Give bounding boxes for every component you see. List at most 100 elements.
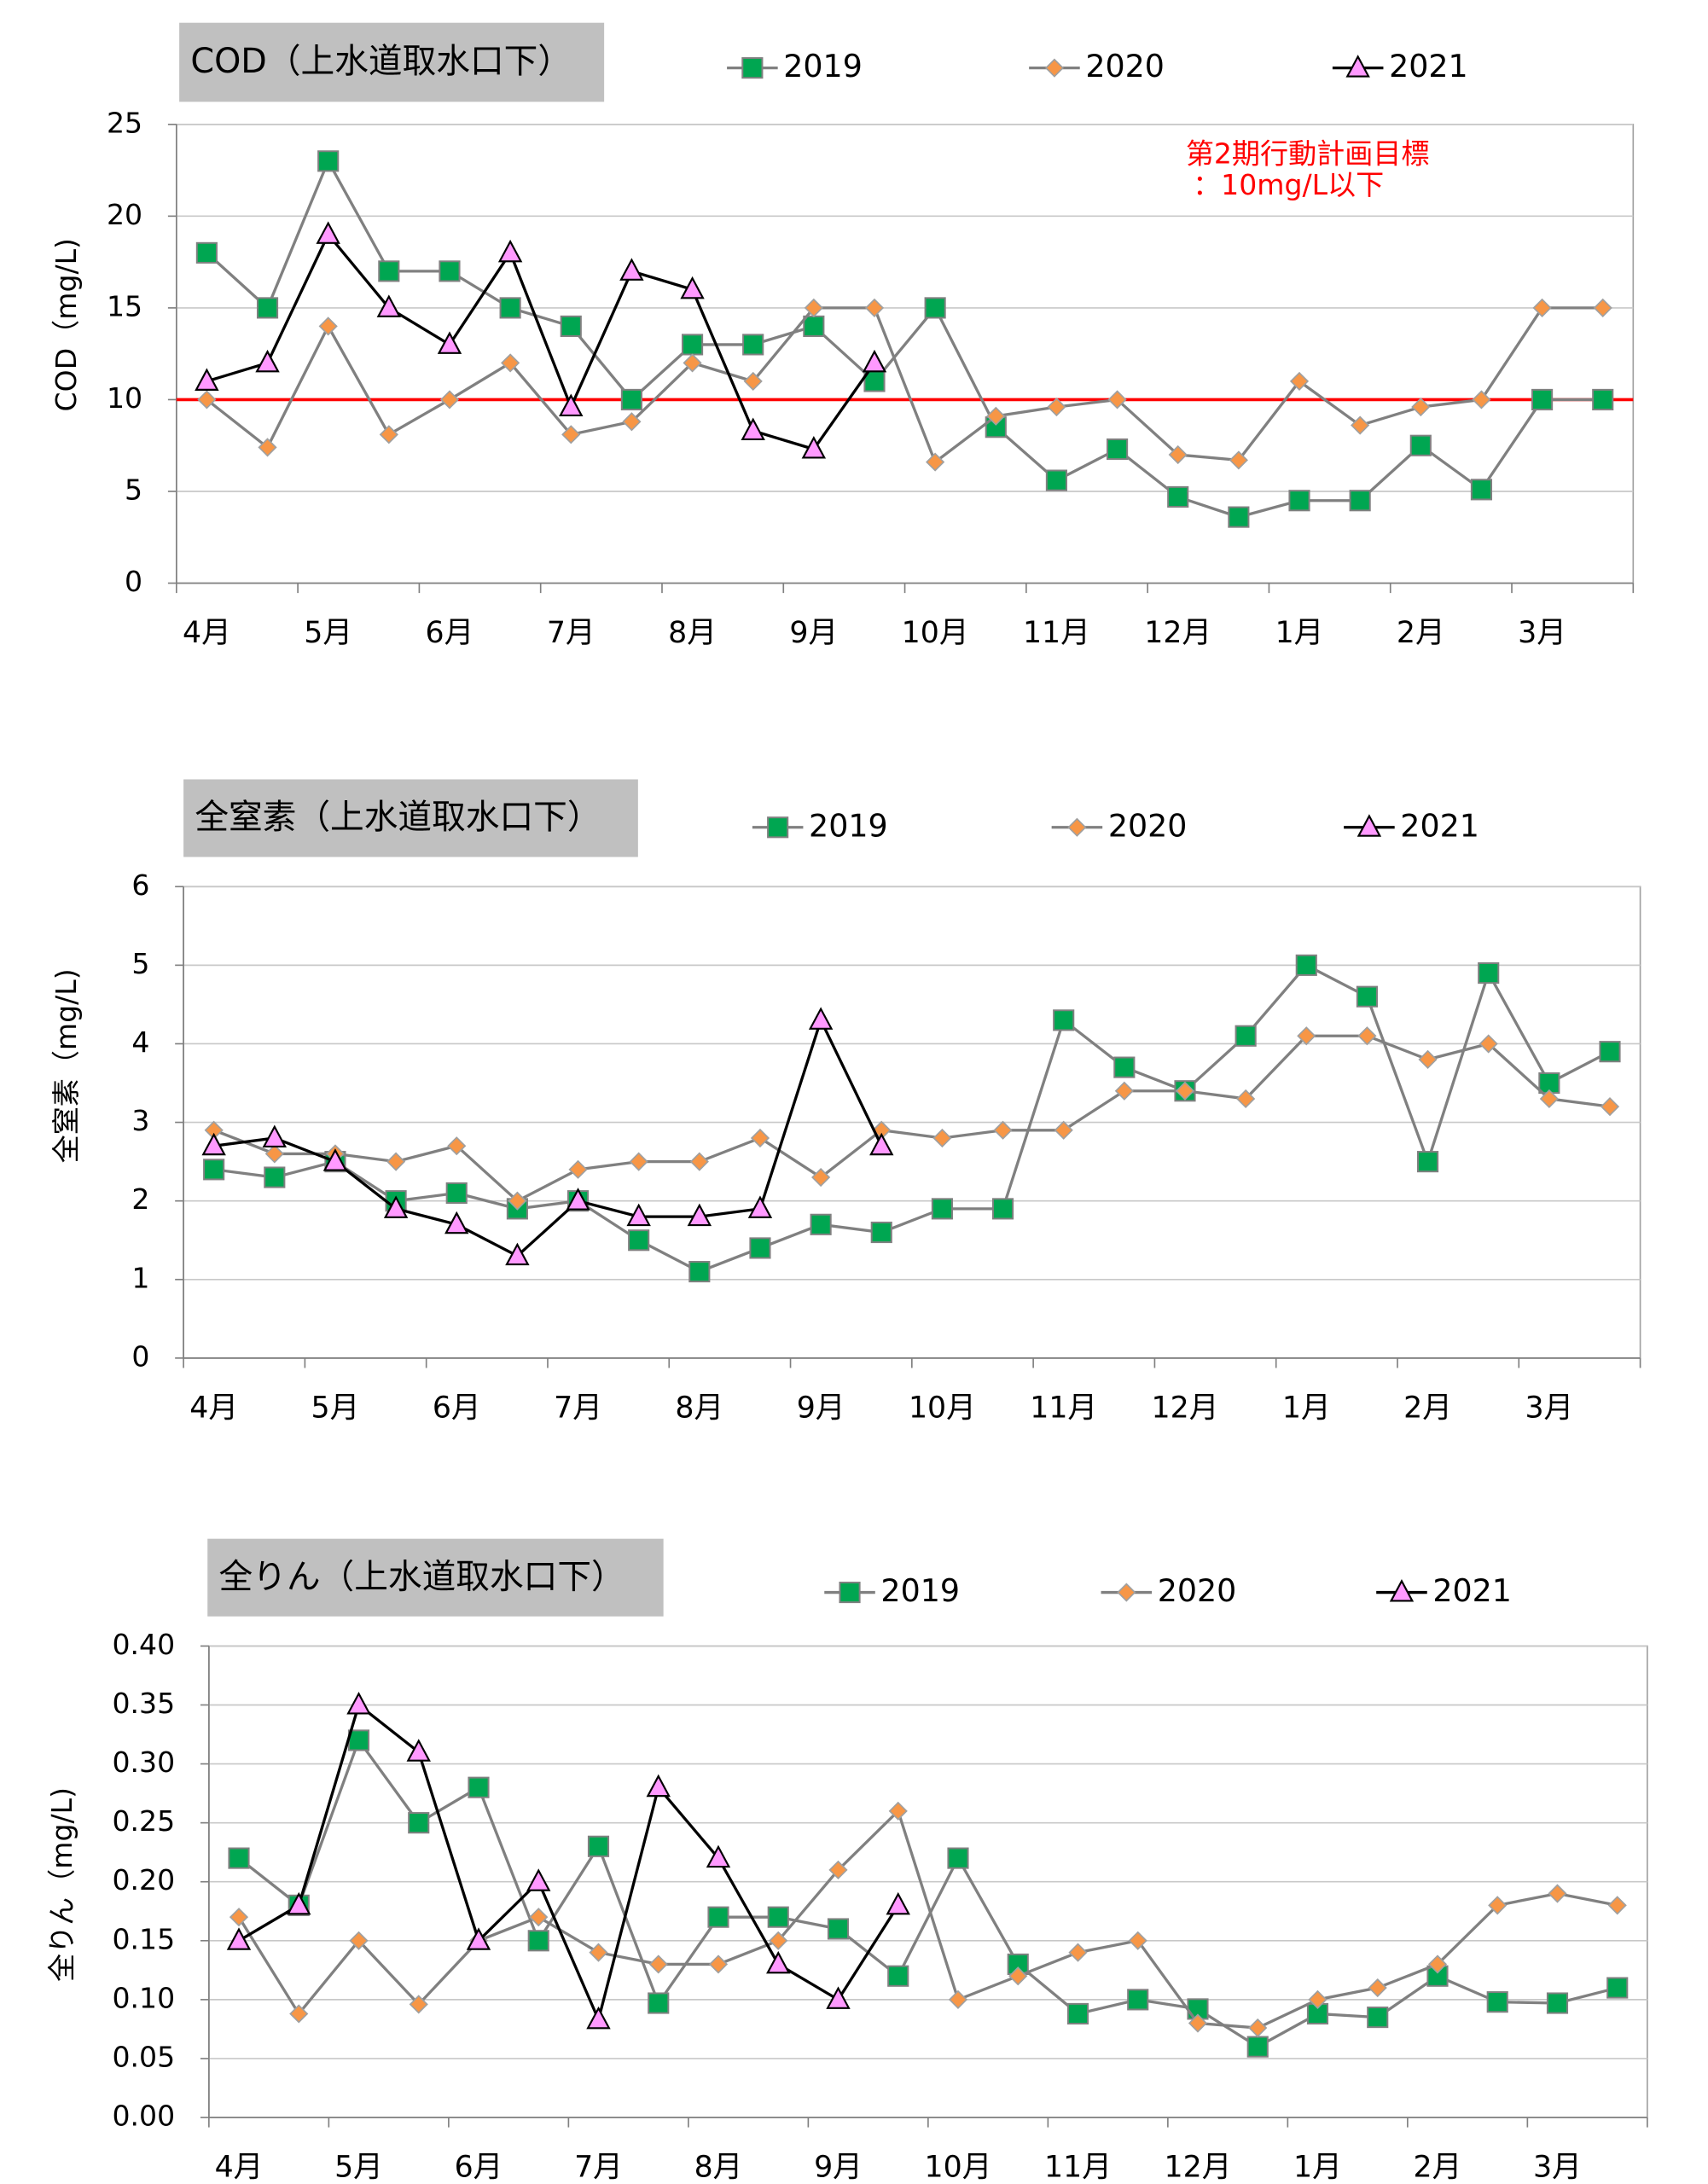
marker [1488,1896,1508,1915]
marker [289,2004,309,2024]
marker [505,1242,530,1266]
y-tick-label: 0.00 [113,2100,176,2133]
x-tick-label: 5月 [311,1391,360,1425]
x-tick-label: 4月 [215,2151,264,2184]
marker [439,260,461,282]
legend-label: 2020 [1108,807,1188,844]
marker [529,1908,549,1927]
x-tick-label: 11月 [1023,616,1090,650]
x-tick-label: 10月 [902,616,969,650]
y-tick-label: 15 [107,289,142,322]
marker [378,260,400,282]
marker [864,298,885,317]
marker [1478,962,1500,985]
marker [688,1260,711,1283]
marker [1067,817,1087,837]
marker [501,353,520,373]
y-tick-label: 0.10 [113,1981,176,2014]
marker [619,258,644,281]
marker [316,221,340,244]
marker [767,816,789,839]
annotation: 第2期行動計画目標 [1186,137,1430,171]
x-tick-label: 3月 [1518,616,1566,650]
x-tick-label: 1月 [1275,616,1324,650]
marker [468,1776,490,1798]
marker [926,452,945,472]
marker [741,417,765,441]
marker [1128,1931,1147,1950]
marker [255,349,280,373]
marker [347,1729,370,1751]
x-tick-label: 9月 [789,616,838,650]
x-tick-label: 1月 [1282,1391,1331,1425]
marker [1045,469,1068,491]
marker [1599,1041,1621,1063]
marker [409,1995,428,2014]
marker [386,1152,406,1171]
x-tick-label: 12月 [1144,616,1211,650]
x-tick-label: 11月 [1044,2151,1112,2184]
y-axis-label: COD（mg/L) [49,238,83,411]
marker [1532,298,1552,317]
marker [687,1203,712,1227]
y-tick-label: 0.30 [113,1745,176,1779]
marker [1531,388,1554,411]
x-tick-label: 6月 [426,616,474,650]
marker [1054,1120,1073,1140]
marker [1486,1991,1508,2013]
x-tick-label: 11月 [1030,1391,1097,1425]
marker [1357,1026,1377,1046]
series-line [213,1034,1611,1203]
marker [444,1211,469,1234]
marker [559,393,584,417]
series-line [238,1702,900,2024]
marker [1289,371,1310,392]
y-tick-label: 2 [131,1182,149,1216]
marker [262,1124,288,1147]
marker [1113,1056,1136,1078]
marker [810,1213,832,1235]
y-tick-label: 0 [125,565,142,598]
legend-label: 2019 [809,807,888,844]
y-tick-label: 0 [131,1339,149,1373]
marker [560,315,582,337]
marker [1606,1977,1629,1999]
marker [561,425,581,444]
marker [287,1891,311,1915]
series-line [213,963,1611,1274]
marker [1600,1097,1620,1117]
marker [1418,1049,1438,1069]
marker [1236,1089,1256,1109]
legend-label: 2020 [1085,48,1165,84]
y-tick-label: 4 [131,1025,149,1059]
marker [801,436,827,459]
marker [508,1191,527,1211]
marker [499,297,521,319]
y-tick-label: 10 [107,381,142,415]
marker [932,1128,952,1148]
marker [1351,415,1370,435]
title-box [207,1538,664,1617]
marker [383,1195,409,1218]
marker [1288,490,1310,512]
marker [870,1221,892,1244]
marker [1175,1081,1195,1101]
marker [1368,1978,1387,1998]
marker [566,1188,590,1211]
marker [1427,1955,1448,1974]
y-tick-label: 0.35 [113,1687,176,1720]
marker [1168,444,1188,465]
y-tick-label: 1 [131,1261,149,1294]
marker [1593,298,1612,317]
chart-title: 全窒素（上水道取水口下） [195,798,601,837]
x-tick-label: 2月 [1397,616,1445,650]
y-tick-label: 25 [107,106,142,139]
series-line [206,158,1603,519]
x-tick-label: 3月 [1525,1391,1573,1425]
marker [322,1148,348,1171]
marker [1066,2002,1089,2025]
marker [406,1739,431,1762]
y-tick-label: 3 [131,1104,149,1137]
y-tick-label: 0.15 [113,1922,176,1955]
title-box [183,779,638,857]
